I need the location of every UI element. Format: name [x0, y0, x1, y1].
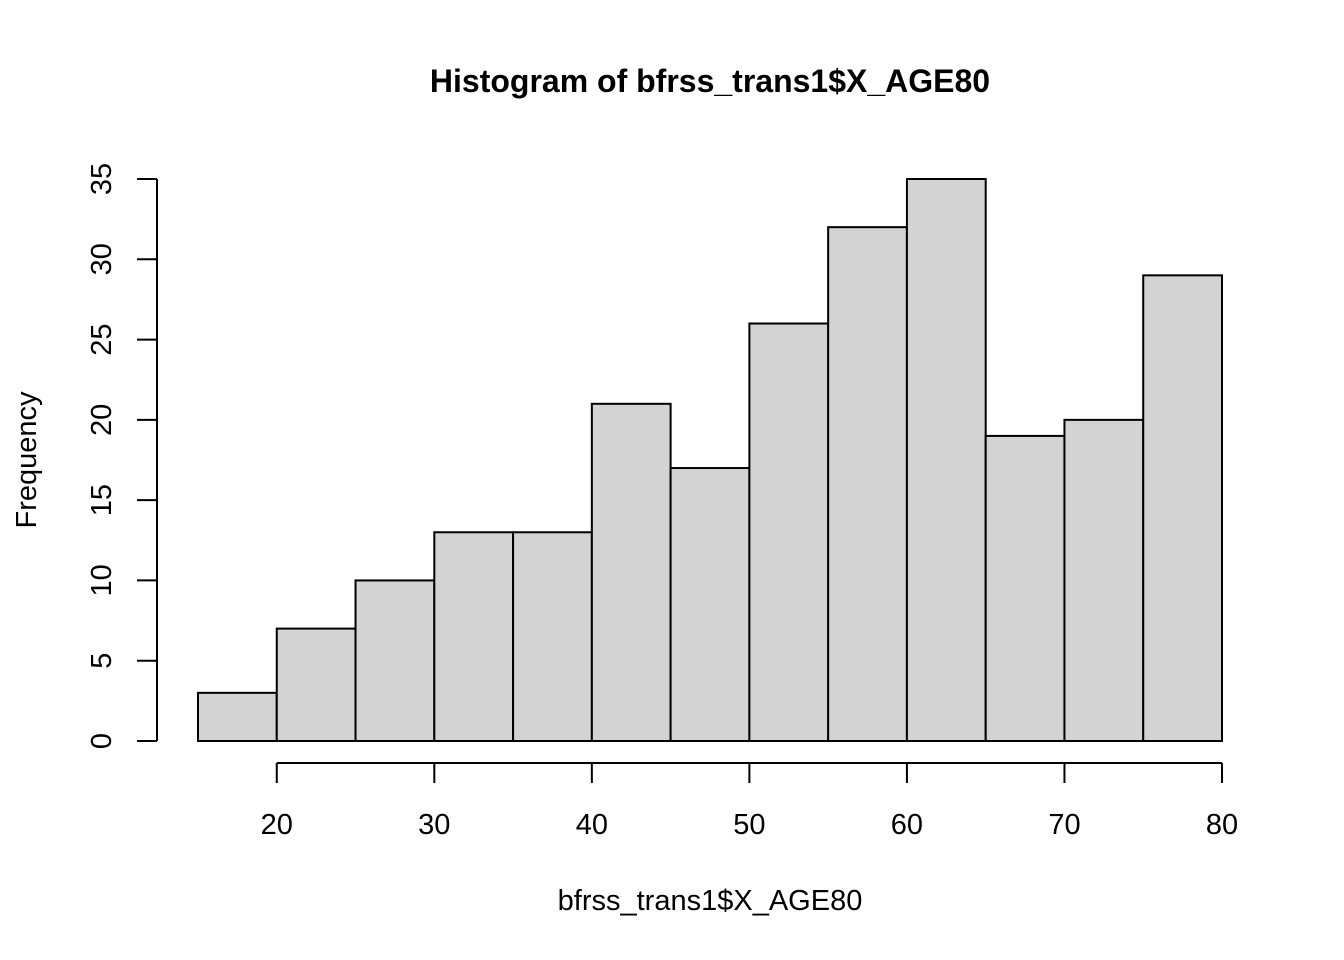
x-tick-label: 40 — [576, 809, 608, 841]
histogram-bar — [1063, 418, 1145, 742]
histogram-bar — [1142, 274, 1223, 742]
x-tick-label: 20 — [261, 809, 293, 841]
y-tick-label: 15 — [86, 484, 118, 516]
y-tick-label: 20 — [86, 404, 118, 436]
bars-group — [197, 178, 1223, 743]
x-tick-label: 60 — [891, 809, 923, 841]
x-axis: 20 30 40 50 60 70 80 — [261, 762, 1238, 841]
x-tick-label: 30 — [418, 809, 450, 841]
y-tick-label: 35 — [86, 163, 118, 195]
histogram-bar — [748, 322, 830, 742]
y-tick-label: 30 — [86, 243, 118, 275]
chart-title: Histogram of bfrss_trans1$X_AGE80 — [430, 63, 990, 99]
y-tick-label: 25 — [86, 323, 118, 355]
y-axis: 0 5 10 15 20 25 30 35 — [86, 163, 158, 749]
x-tick-label: 50 — [733, 809, 765, 841]
histogram-bar — [275, 627, 357, 742]
histogram-bar — [512, 531, 593, 742]
histogram-bar — [905, 178, 987, 742]
histogram-bar — [433, 531, 515, 742]
y-tick-label: 10 — [86, 564, 118, 596]
y-tick-label: 0 — [86, 733, 118, 749]
y-axis-label: Frequency — [11, 391, 43, 529]
x-axis-label: bfrss_trans1$X_AGE80 — [558, 885, 863, 917]
histogram-bar — [590, 402, 672, 742]
histogram-bar — [984, 434, 1066, 742]
histogram-bar — [354, 579, 436, 743]
histogram-bar — [669, 467, 751, 742]
x-tick-label: 80 — [1206, 809, 1238, 841]
x-tick-label: 70 — [1048, 809, 1080, 841]
histogram-bar — [197, 691, 278, 742]
histogram-bar — [827, 226, 908, 742]
y-tick-label: 5 — [86, 653, 118, 669]
